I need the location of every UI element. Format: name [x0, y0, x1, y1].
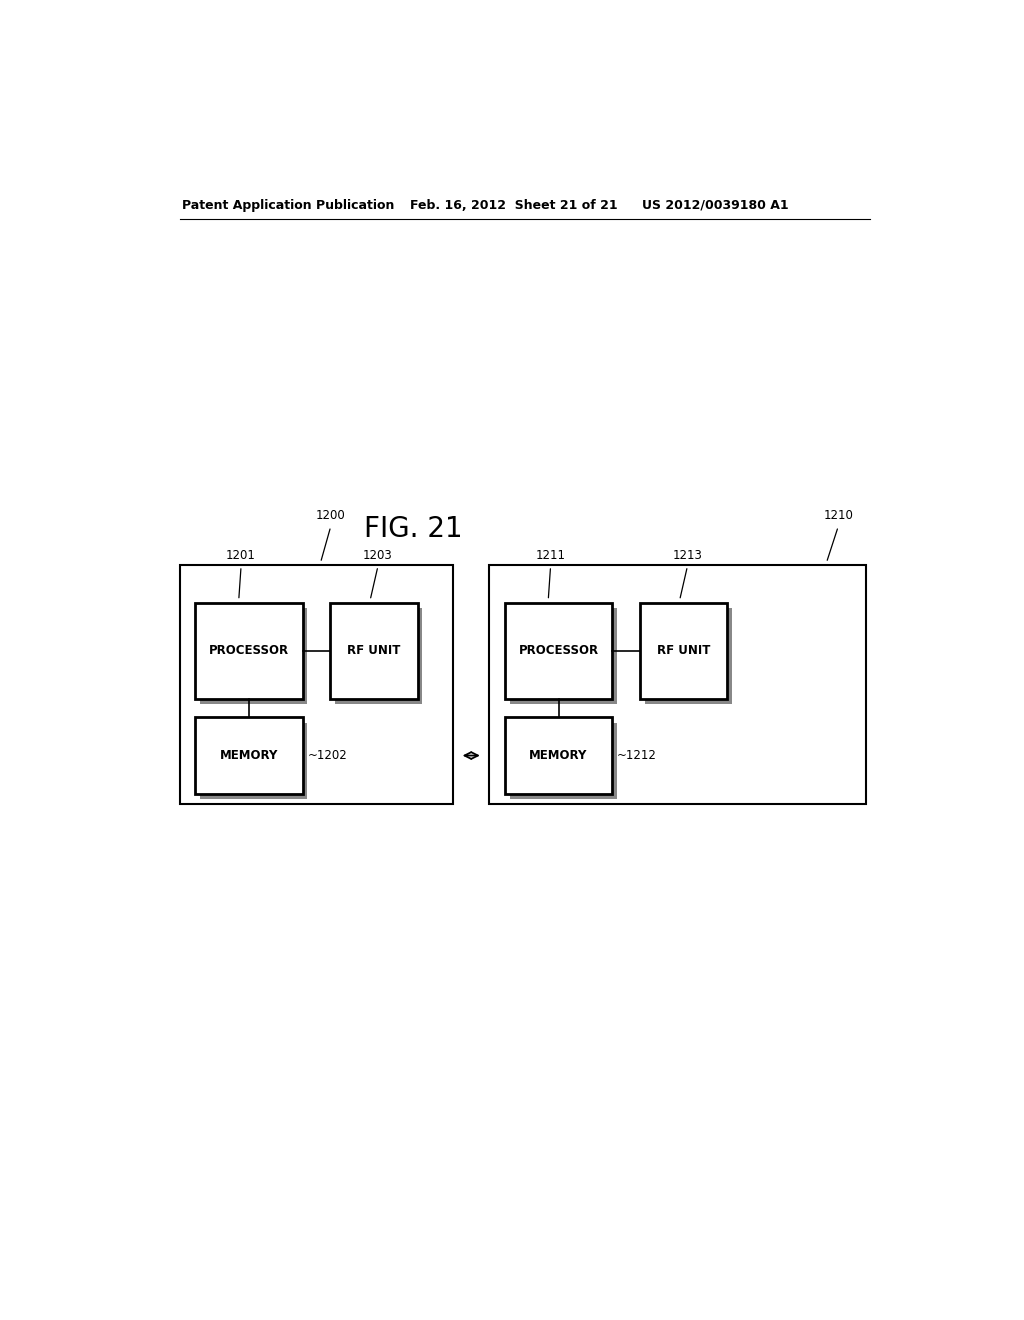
Text: MEMORY: MEMORY	[220, 748, 279, 762]
Text: ~1212: ~1212	[616, 748, 656, 762]
Text: 1203: 1203	[364, 549, 393, 562]
Polygon shape	[489, 565, 866, 804]
Polygon shape	[201, 607, 307, 704]
Text: MEMORY: MEMORY	[529, 748, 588, 762]
Text: 1210: 1210	[823, 510, 853, 523]
Text: RF UNIT: RF UNIT	[656, 644, 711, 657]
Text: RF UNIT: RF UNIT	[347, 644, 400, 657]
Text: 1200: 1200	[315, 510, 346, 523]
Polygon shape	[505, 602, 612, 700]
Polygon shape	[201, 722, 307, 799]
Polygon shape	[640, 602, 727, 700]
Text: US 2012/0039180 A1: US 2012/0039180 A1	[642, 198, 788, 211]
Text: Patent Application Publication: Patent Application Publication	[182, 198, 394, 211]
Polygon shape	[510, 722, 616, 799]
Polygon shape	[196, 718, 303, 793]
Text: 1213: 1213	[673, 549, 702, 562]
Polygon shape	[645, 607, 732, 704]
Polygon shape	[179, 565, 454, 804]
Polygon shape	[331, 602, 418, 700]
Text: 1201: 1201	[226, 549, 256, 562]
Text: FIG. 21: FIG. 21	[365, 515, 463, 544]
Polygon shape	[505, 718, 612, 793]
Text: Feb. 16, 2012  Sheet 21 of 21: Feb. 16, 2012 Sheet 21 of 21	[410, 198, 617, 211]
Text: 1211: 1211	[536, 549, 565, 562]
Text: ~1202: ~1202	[307, 748, 347, 762]
Polygon shape	[335, 607, 423, 704]
Text: PROCESSOR: PROCESSOR	[209, 644, 289, 657]
Text: PROCESSOR: PROCESSOR	[518, 644, 599, 657]
Polygon shape	[196, 602, 303, 700]
Polygon shape	[510, 607, 616, 704]
